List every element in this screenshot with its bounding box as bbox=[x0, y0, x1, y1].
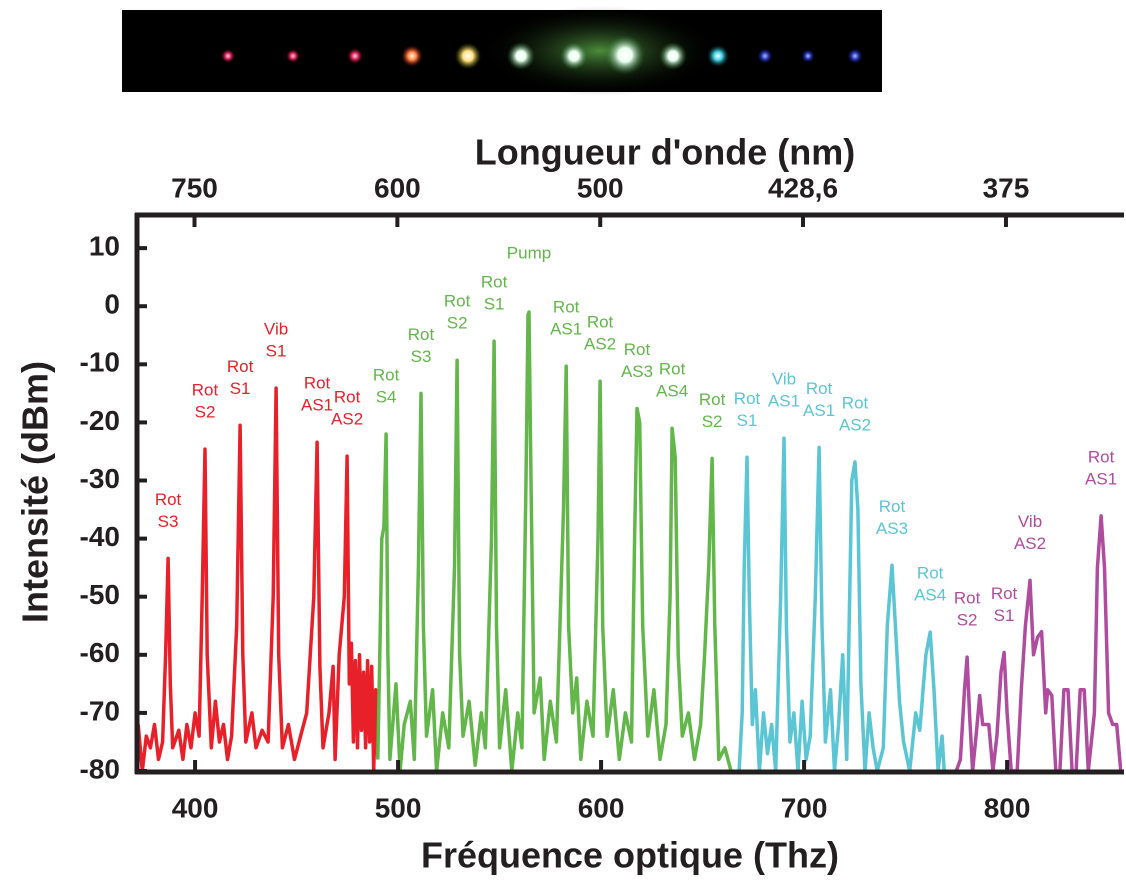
peak-label: S2 bbox=[957, 611, 978, 630]
peak-label: Vib bbox=[1018, 512, 1042, 531]
peak-label: AS2 bbox=[584, 335, 616, 354]
peak-label: Rot bbox=[842, 393, 869, 412]
peak-label: AS2 bbox=[839, 415, 871, 434]
peak-label: S2 bbox=[702, 412, 723, 431]
peak-label: AS4 bbox=[914, 586, 946, 605]
peak-label: S1 bbox=[994, 606, 1015, 625]
y-tick-label: -10 bbox=[80, 347, 120, 378]
peak-label: Rot bbox=[624, 340, 651, 359]
peak-label: S1 bbox=[230, 379, 251, 398]
plot-area bbox=[137, 310, 1122, 773]
top-tick-label: 500 bbox=[577, 172, 624, 203]
peak-label: S2 bbox=[447, 314, 468, 333]
peak-label: Rot bbox=[587, 313, 614, 332]
peak-label: AS2 bbox=[331, 410, 363, 429]
peak-label: Rot bbox=[734, 389, 761, 408]
spectrum-trace bbox=[137, 386, 380, 773]
peak-label: S3 bbox=[158, 512, 179, 531]
spectrum-trace bbox=[376, 310, 733, 773]
peak-label: Rot bbox=[553, 298, 580, 317]
x-tick-label: 500 bbox=[375, 792, 422, 823]
peak-label: AS3 bbox=[876, 519, 908, 538]
peak-label: S3 bbox=[411, 347, 432, 366]
peak-label: S4 bbox=[376, 388, 397, 407]
x-tick-label: 400 bbox=[172, 792, 219, 823]
peak-label: S1 bbox=[737, 411, 758, 430]
peak-label: Rot bbox=[227, 357, 254, 376]
top-axis-title: Longueur d'onde (nm) bbox=[475, 132, 856, 173]
y-tick-label: -80 bbox=[80, 753, 120, 784]
peak-label: Rot bbox=[954, 589, 981, 608]
peak-label: Pump bbox=[507, 244, 551, 263]
peak-label: Rot bbox=[155, 490, 182, 509]
top-tick-label: 600 bbox=[374, 172, 421, 203]
peak-label: S1 bbox=[484, 295, 505, 314]
y-axis-title: Intensité (dBm) bbox=[15, 361, 56, 623]
y-tick-label: -50 bbox=[80, 579, 120, 610]
peak-label: Vib bbox=[772, 370, 796, 389]
spectrum-trace bbox=[954, 514, 1122, 773]
peak-label: Rot bbox=[373, 366, 400, 385]
peak-label: AS4 bbox=[656, 382, 688, 401]
peak-label: Rot bbox=[1088, 447, 1115, 466]
y-tick-label: -70 bbox=[80, 695, 120, 726]
y-tick-label: -30 bbox=[80, 463, 120, 494]
peak-label: AS1 bbox=[1085, 469, 1117, 488]
y-tick-label: 10 bbox=[89, 231, 120, 262]
peak-label: Rot bbox=[408, 325, 435, 344]
peak-label: AS1 bbox=[301, 396, 333, 415]
top-tick-label: 750 bbox=[171, 172, 218, 203]
peak-label: AS1 bbox=[803, 401, 835, 420]
peak-label: Rot bbox=[991, 584, 1018, 603]
peak-label: Rot bbox=[444, 292, 471, 311]
x-tick-label: 700 bbox=[781, 792, 828, 823]
peak-label: AS1 bbox=[550, 320, 582, 339]
x-tick-label: 600 bbox=[578, 792, 625, 823]
top-tick-label: 428,6 bbox=[768, 172, 838, 203]
peak-label: AS3 bbox=[621, 362, 653, 381]
peak-label: Rot bbox=[879, 497, 906, 516]
peak-label: Rot bbox=[481, 273, 508, 292]
axes-frame bbox=[134, 212, 1124, 775]
peak-label: Vib bbox=[264, 320, 288, 339]
peak-label: Rot bbox=[699, 390, 726, 409]
top-tick-label: 375 bbox=[983, 172, 1030, 203]
peak-label: S1 bbox=[266, 342, 287, 361]
y-tick-label: -40 bbox=[80, 521, 120, 552]
peak-label: AS1 bbox=[768, 392, 800, 411]
peak-label: Rot bbox=[659, 360, 686, 379]
peak-label: Rot bbox=[806, 379, 833, 398]
x-axis-title: Fréquence optique (Thz) bbox=[421, 835, 839, 876]
y-tick-label: 0 bbox=[104, 289, 120, 320]
y-tick-label: -60 bbox=[80, 637, 120, 668]
peak-label: Rot bbox=[334, 388, 361, 407]
peak-label: Rot bbox=[192, 381, 219, 400]
peak-label: Rot bbox=[917, 564, 944, 583]
peak-label: S2 bbox=[195, 403, 216, 422]
y-tick-label: -20 bbox=[80, 405, 120, 436]
spectrum-photo bbox=[122, 6, 882, 96]
x-tick-label: 800 bbox=[984, 792, 1031, 823]
peak-label: AS2 bbox=[1014, 534, 1046, 553]
peak-label: Rot bbox=[304, 374, 331, 393]
